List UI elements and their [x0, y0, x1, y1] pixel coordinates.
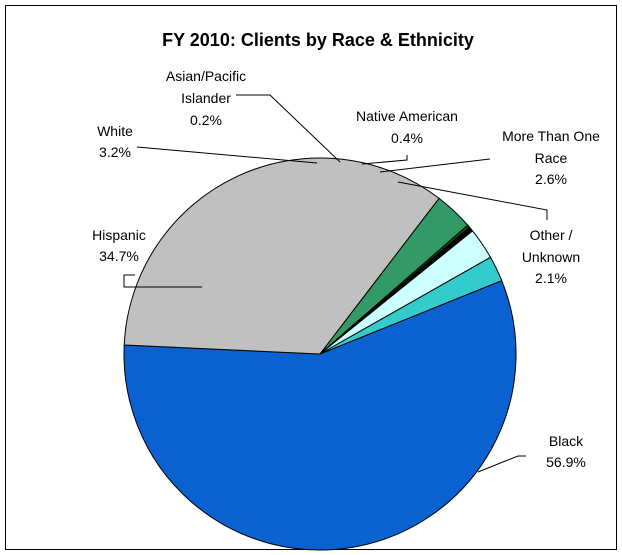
leader-line-native-american — [361, 155, 408, 165]
data-label-hispanic: Hispanic 34.7% — [92, 227, 146, 264]
pie-slices — [123, 157, 517, 551]
data-label-line: More Than One — [502, 128, 600, 144]
slice-black — [123, 279, 517, 551]
data-label-asian-pacific-islander: Asian/Pacific Islander 0.2% — [166, 68, 246, 128]
slice-labels: Black 56.9% Hispanic 34.7% White 3.2% Asian/Pa… — [92, 68, 600, 470]
data-label-line: 0.4% — [391, 130, 423, 146]
leader-line-other-unknown — [397, 181, 548, 220]
leader-line-more-than-one-race — [379, 158, 491, 173]
data-label-line: Other / — [530, 227, 573, 243]
data-label-more-than-one-race: More Than One Race 2.6% — [502, 128, 600, 187]
leader-line-hispanic — [123, 274, 202, 288]
data-label-line: Hispanic — [92, 227, 146, 243]
data-label-white: White 3.2% — [97, 123, 133, 160]
data-label-line: 2.6% — [535, 171, 567, 187]
data-label-line: Asian/Pacific — [166, 68, 246, 84]
data-label-other-unknown: Other / Unknown 2.1% — [522, 227, 580, 286]
data-label-line: 2.1% — [535, 270, 567, 286]
data-label-black: Black 56.9% — [546, 433, 586, 470]
data-label-line: Race — [535, 150, 568, 166]
data-label-line: Islander — [181, 90, 231, 106]
leader-line-white — [136, 146, 318, 164]
data-label-line: 3.2% — [99, 144, 131, 160]
chart-title: FY 2010: Clients by Race & Ethnicity — [162, 30, 474, 50]
data-label-line: Native American — [356, 108, 458, 124]
data-label-line: 0.2% — [190, 112, 222, 128]
slice-other-unknown — [319, 256, 503, 355]
data-label-line: White — [97, 123, 133, 139]
leader-line-asian-pacific-islander — [236, 94, 341, 163]
data-label-line: Unknown — [522, 249, 580, 265]
data-label-line: Black — [549, 433, 584, 449]
data-label-native-american: Native American 0.4% — [356, 108, 458, 146]
data-label-line: 56.9% — [546, 454, 586, 470]
leader-lines — [123, 94, 548, 473]
leader-line-black — [477, 455, 526, 473]
data-label-line: 34.7% — [99, 248, 139, 264]
